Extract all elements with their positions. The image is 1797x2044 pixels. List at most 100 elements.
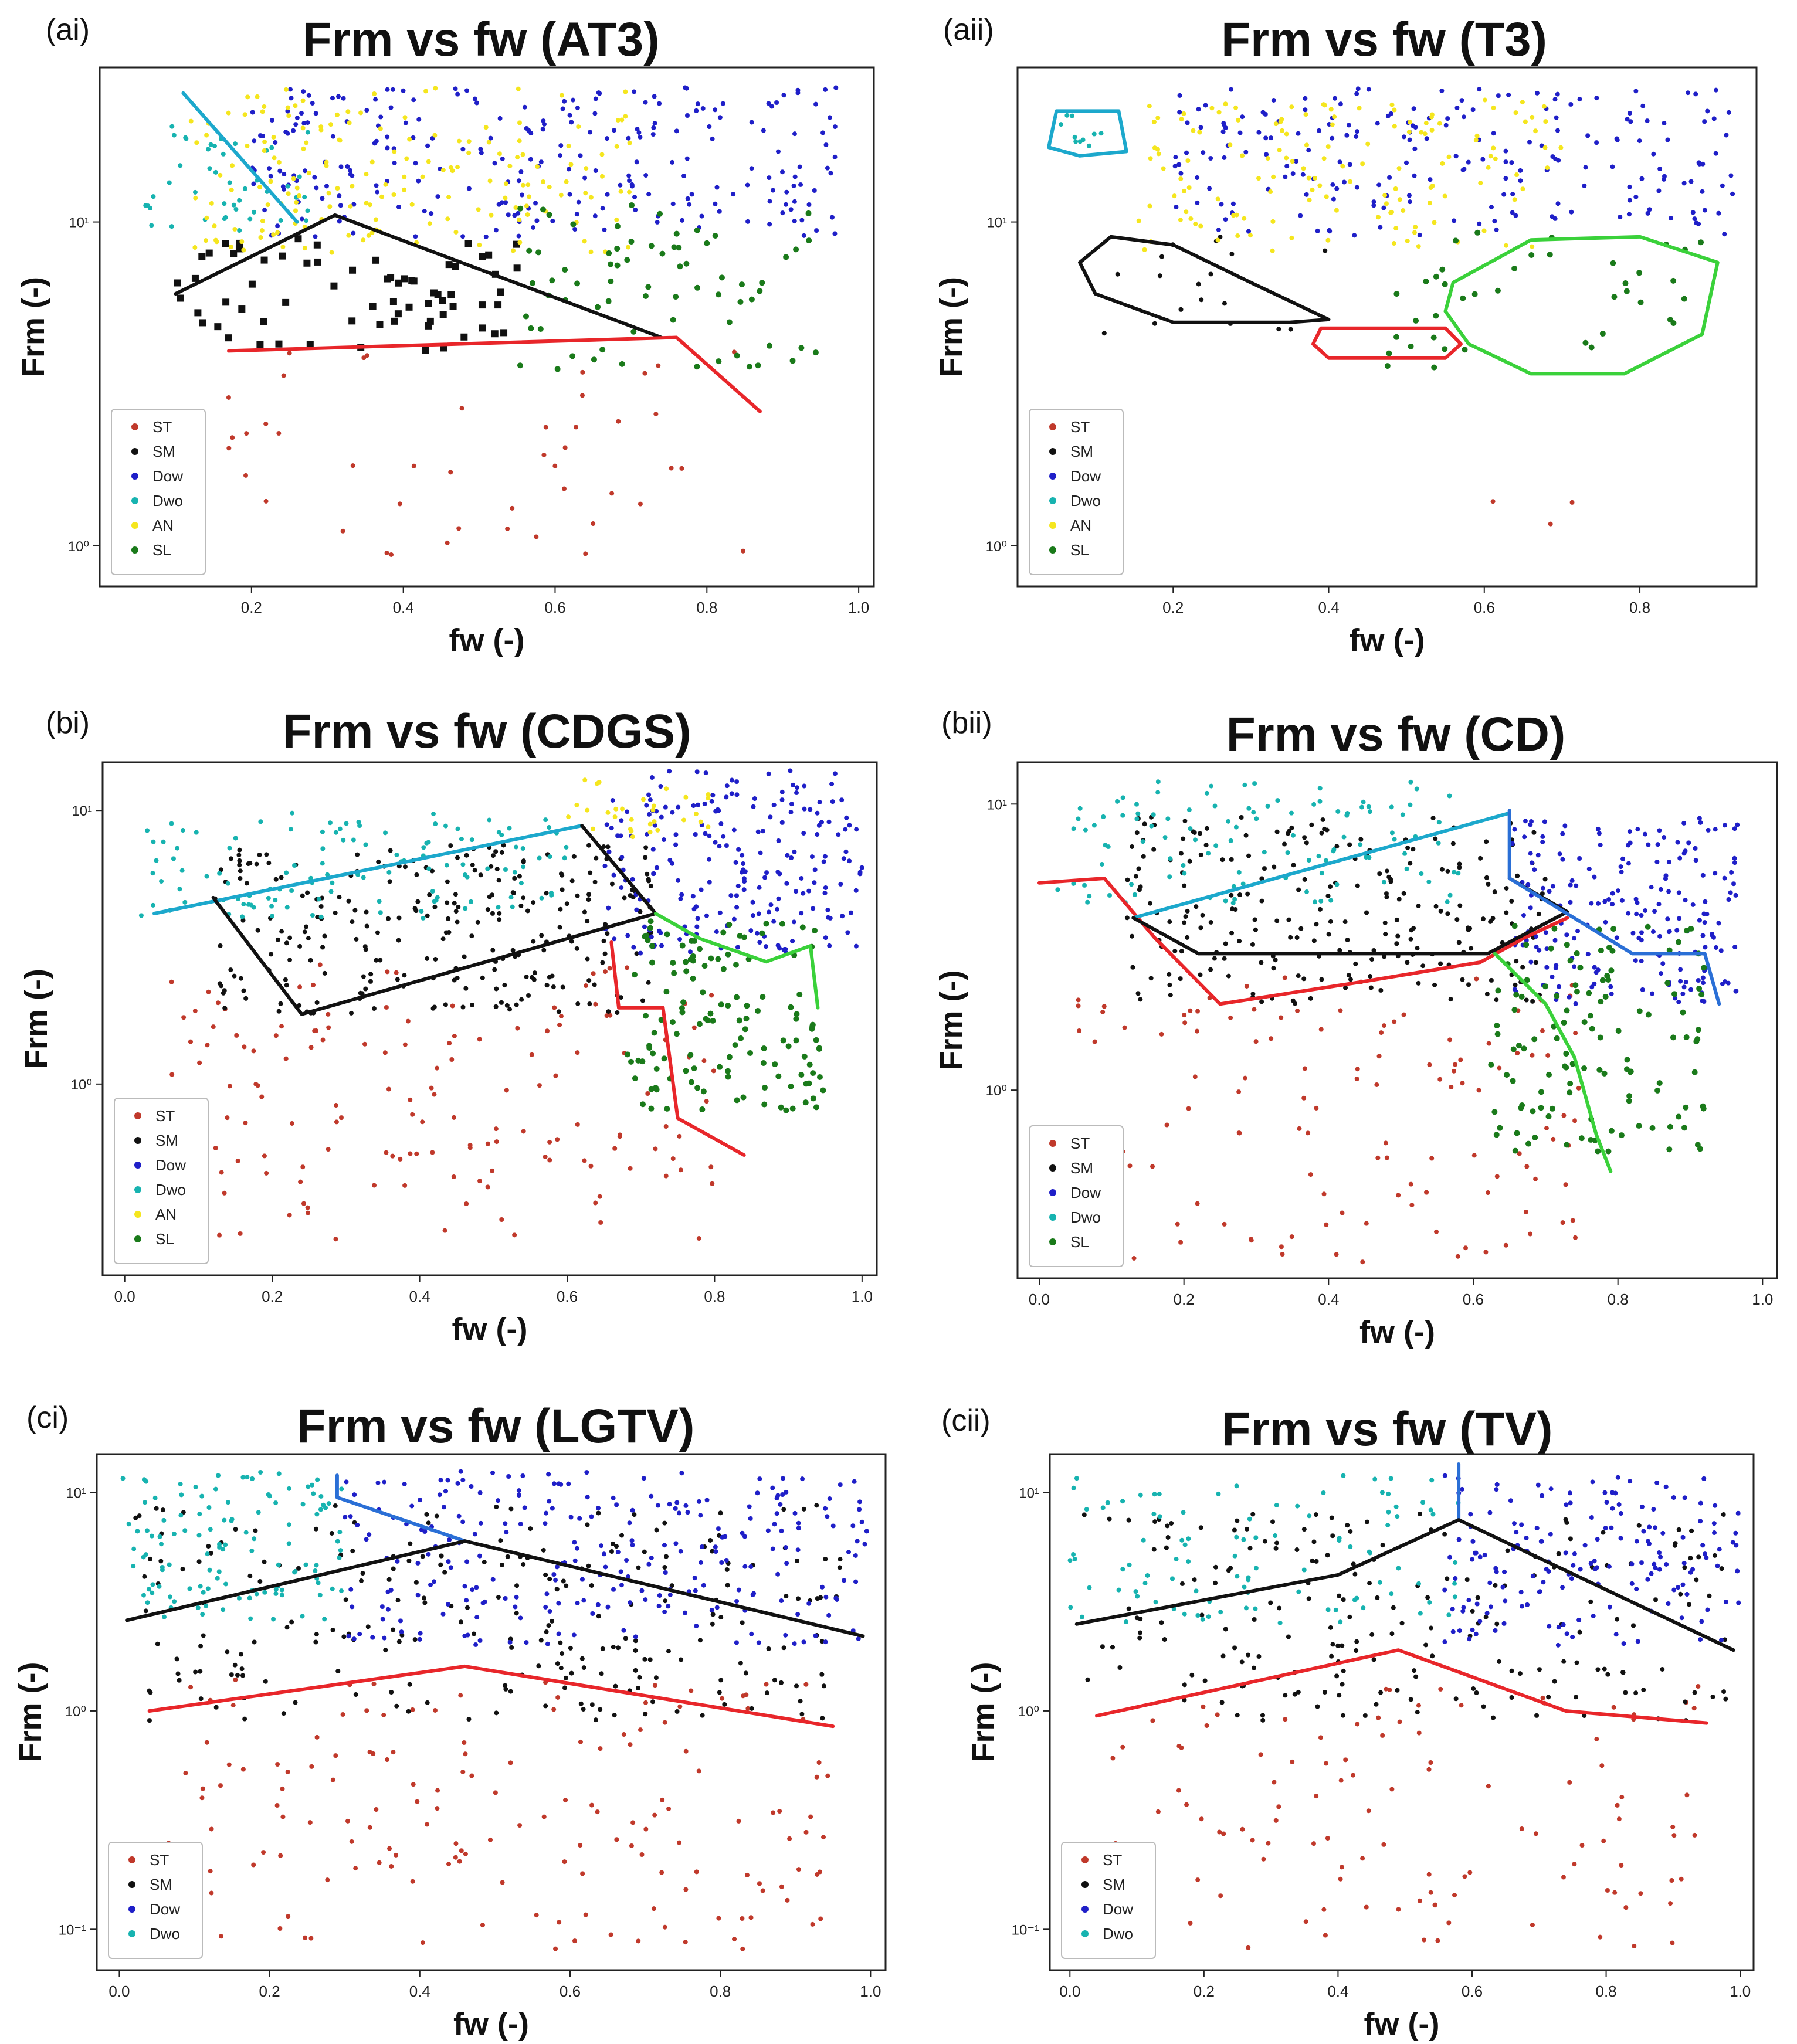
point-dow [330,96,335,101]
point-dow [543,1521,548,1526]
x-tick-label: 0.0 [114,1288,135,1305]
point-dow [780,169,785,175]
boundary-cyan [181,91,299,224]
point-sm [1252,1665,1257,1670]
point-sm [749,1706,754,1711]
point-st [666,1806,672,1811]
point-sl [1474,229,1481,236]
point-st [547,1139,552,1145]
point-dow [1269,135,1274,141]
point-sm [238,305,246,313]
point-sm [1323,248,1328,253]
point-sm [1574,1695,1579,1700]
point-dow [1610,902,1615,907]
point-an [194,140,199,145]
point-st [662,1924,667,1930]
point-st [653,412,659,417]
point-sl [794,1011,800,1017]
point-dow [1688,987,1694,992]
point-an [242,112,247,117]
point-dow [1634,911,1639,916]
point-sl [785,1043,792,1050]
point-sm [821,1683,826,1689]
point-st [227,1084,232,1089]
point-dwo [1359,804,1365,810]
point-sm [322,970,327,976]
point-sm [1364,910,1369,915]
point-sl [1549,1105,1555,1112]
point-sm [585,1522,590,1527]
point-dwo [1361,799,1366,804]
point-an [1440,161,1445,166]
point-dow [717,910,723,915]
point-sm [1273,958,1278,963]
x-tick-label: 0.4 [1327,1982,1348,2000]
point-sl [1510,1046,1517,1052]
point-sl [1554,993,1560,999]
point-dow [1634,1587,1639,1592]
point-dow [1700,1543,1706,1548]
point-dwo [217,871,222,876]
point-dow [604,822,609,827]
point-sm [273,877,279,882]
point-dow [588,130,593,135]
point-sm [241,988,246,993]
point-an [283,87,289,92]
point-st [261,1850,266,1855]
point-sm [383,1648,388,1653]
point-dwo [288,827,293,832]
point-dow [1344,133,1350,138]
point-dow [273,140,278,145]
point-dow [1506,92,1511,97]
point-dow [1719,1637,1724,1642]
point-dwo [292,1570,297,1575]
point-sm [1310,1558,1315,1563]
point-dow [857,871,863,877]
point-st [1671,1833,1677,1838]
legend-label: ST [1070,1135,1090,1152]
point-st [325,1877,330,1883]
point-dwo [1230,901,1236,906]
point-dow [1715,1563,1720,1568]
point-st [1244,983,1249,989]
point-sl [700,1088,707,1095]
point-sm [1085,1677,1090,1682]
point-dwo [1134,816,1140,821]
point-dow [299,110,304,116]
point-dwo [1368,1550,1373,1556]
point-sl [747,1050,754,1056]
point-st [1324,1222,1329,1227]
point-st [701,1058,707,1064]
point-sm [554,1587,560,1592]
point-dwo [162,1614,167,1619]
point-dow [1271,97,1276,103]
point-sl [775,1073,782,1079]
point-dwo [258,819,263,824]
point-dow [1473,1550,1479,1556]
point-dow [338,164,344,169]
chart-title: Frm vs fw (CDGS) [282,705,691,758]
point-st [1186,1106,1191,1111]
point-dow [1723,1599,1728,1604]
point-dow [684,156,690,161]
point-an [1279,118,1284,123]
point-st [740,1946,745,1951]
point-an [260,109,265,114]
point-sl [1393,334,1400,340]
point-sl [1586,990,1592,996]
point-sm [1355,883,1360,888]
point-dow [792,174,798,179]
point-dow [1702,920,1707,925]
point-st [1100,1009,1106,1014]
legend-label: SM [152,443,175,460]
point-sm [710,1549,715,1554]
point-dow [1626,212,1632,217]
point-dow [1663,873,1669,878]
point-dow [437,1492,442,1498]
point-dow [670,861,675,866]
point-dow [779,789,785,794]
point-dow [1514,1530,1519,1535]
point-sm [526,993,531,998]
point-sl [697,946,703,952]
point-dow [662,1543,667,1548]
